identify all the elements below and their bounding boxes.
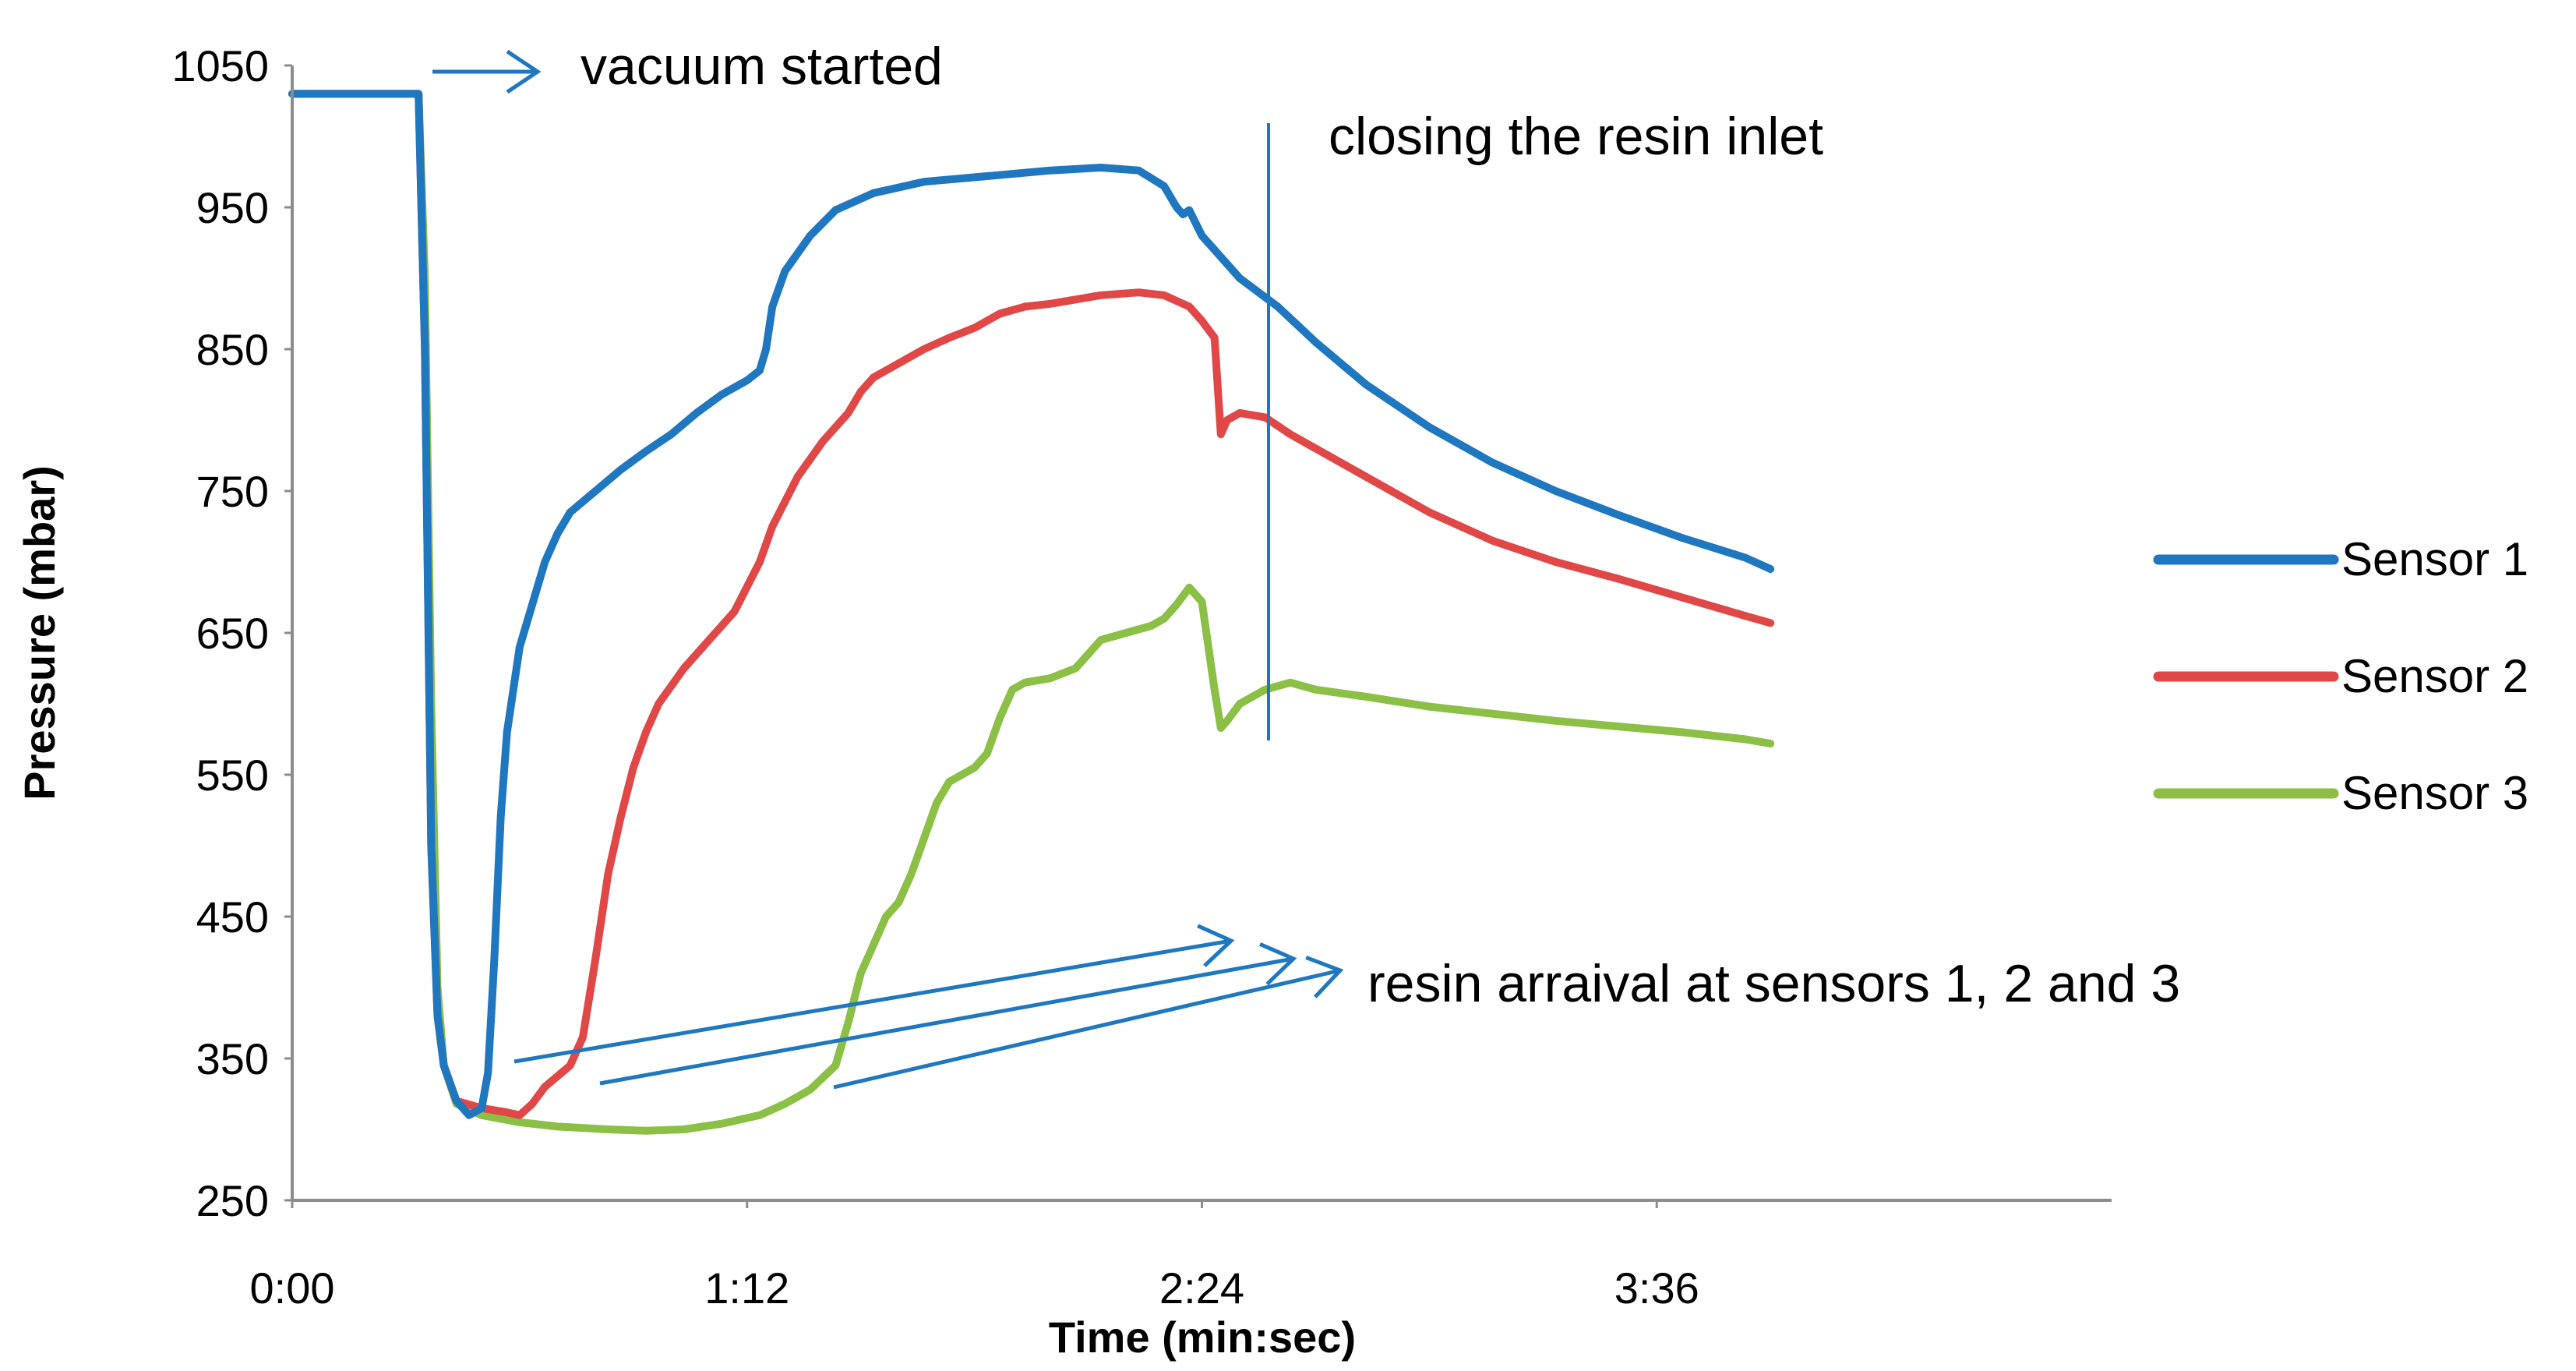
resin-arrival-arrow-2-head (1259, 942, 1297, 986)
y-tick-label: 850 (196, 325, 269, 374)
legend: Sensor 1 Sensor 2 Sensor 3 (2153, 533, 2528, 819)
x-axis-title: Time (min:sec) (1049, 1313, 1356, 1362)
axes: 250 350 450 550 650 750 850 950 1050 0:00 1:12 2:24… (15, 41, 2112, 1362)
annotation-resin-arrival: resin arraival at sensors 1, 2 and 3 (1367, 954, 2180, 1013)
y-tick-label: 750 (196, 467, 269, 516)
plot-area (288, 90, 1775, 1135)
y-tick-label: 450 (196, 892, 269, 942)
x-tick-label: 1:12 (704, 1263, 789, 1313)
annotation-vacuum-started: vacuum started (580, 37, 943, 96)
x-tick-label: 3:36 (1614, 1263, 1699, 1313)
y-tick-label: 550 (196, 751, 269, 800)
annotation-closing-inlet: closing the resin inlet (1329, 107, 1823, 166)
y-tick-label: 1050 (171, 41, 269, 90)
resin-arrival-arrow-3-head (1305, 956, 1344, 998)
y-tick-label: 950 (196, 183, 269, 232)
resin-arrival-arrow-3 (833, 968, 1341, 1090)
y-tick-label: 650 (196, 609, 269, 658)
series-line-sensor-1 (288, 90, 1775, 1119)
x-tick-label: 2:24 (1159, 1263, 1244, 1313)
legend-label-sensor-2: Sensor 2 (2341, 650, 2528, 702)
resin-arrival-arrow-1-head (1197, 924, 1235, 967)
vacuum-arrow-head (506, 49, 542, 94)
y-tick-label: 250 (196, 1176, 269, 1225)
annotations: vacuum started closing the resin inlet res… (432, 37, 2180, 1090)
x-tick-label: 0:00 (250, 1263, 335, 1313)
y-tick-label: 350 (196, 1034, 269, 1083)
series-line-sensor-3 (288, 90, 1775, 1135)
series-line-sensor-2 (288, 90, 1775, 1119)
y-axis-title: Pressure (mbar) (15, 465, 64, 800)
resin-arrival-arrow-1 (513, 938, 1232, 1064)
legend-label-sensor-3: Sensor 3 (2341, 767, 2528, 819)
legend-label-sensor-1: Sensor 1 (2341, 533, 2528, 585)
resin-arrival-arrow-2 (599, 956, 1294, 1086)
